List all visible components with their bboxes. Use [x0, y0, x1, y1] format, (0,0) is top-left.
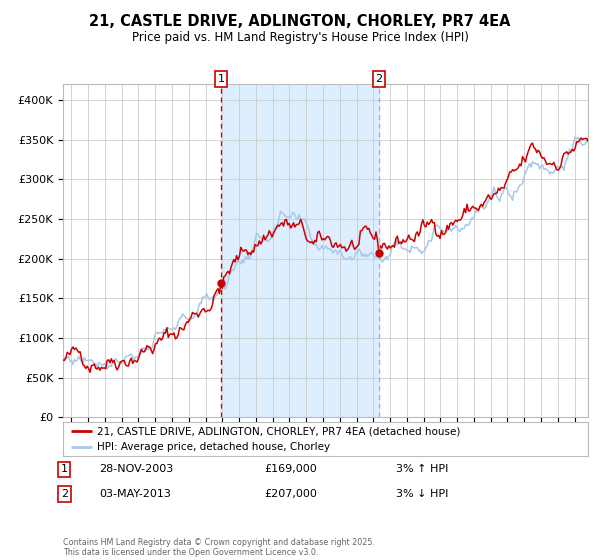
- Text: 1: 1: [217, 74, 224, 84]
- Text: 1: 1: [61, 464, 68, 474]
- Text: 3% ↑ HPI: 3% ↑ HPI: [396, 464, 448, 474]
- Text: Contains HM Land Registry data © Crown copyright and database right 2025.
This d: Contains HM Land Registry data © Crown c…: [63, 538, 375, 557]
- Text: 21, CASTLE DRIVE, ADLINGTON, CHORLEY, PR7 4EA: 21, CASTLE DRIVE, ADLINGTON, CHORLEY, PR…: [89, 14, 511, 29]
- Text: 3% ↓ HPI: 3% ↓ HPI: [396, 489, 448, 499]
- Text: £169,000: £169,000: [264, 464, 317, 474]
- Text: 2: 2: [61, 489, 68, 499]
- Text: £207,000: £207,000: [264, 489, 317, 499]
- Text: 03-MAY-2013: 03-MAY-2013: [99, 489, 171, 499]
- Text: HPI: Average price, detached house, Chorley: HPI: Average price, detached house, Chor…: [97, 442, 330, 452]
- Text: 28-NOV-2003: 28-NOV-2003: [99, 464, 173, 474]
- Text: Price paid vs. HM Land Registry's House Price Index (HPI): Price paid vs. HM Land Registry's House …: [131, 31, 469, 44]
- Text: 21, CASTLE DRIVE, ADLINGTON, CHORLEY, PR7 4EA (detached house): 21, CASTLE DRIVE, ADLINGTON, CHORLEY, PR…: [97, 426, 461, 436]
- Text: 2: 2: [376, 74, 383, 84]
- Bar: [221, 84, 379, 417]
